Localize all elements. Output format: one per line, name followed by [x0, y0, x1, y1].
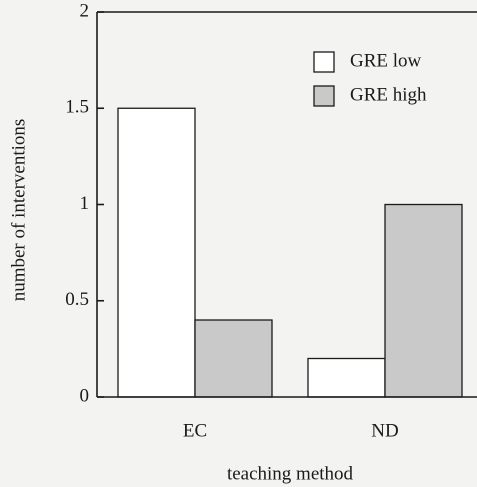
x-axis-label: teaching method [227, 463, 354, 484]
x-tick-label: EC [183, 420, 207, 441]
y-tick-label: 1 [80, 193, 90, 214]
y-tick-label: 0.5 [65, 289, 89, 310]
bar [194, 319, 273, 398]
bar [384, 203, 463, 398]
y-tick-label: 0 [80, 385, 90, 406]
y-tick-label: 2 [80, 0, 90, 21]
y-axis-label: number of interventions [8, 119, 29, 302]
legend-swatch [313, 85, 335, 107]
legend-swatch [313, 51, 335, 73]
bar [307, 357, 386, 398]
legend-label: GRE low [350, 50, 422, 71]
bar [117, 107, 196, 398]
x-tick-label: ND [371, 420, 398, 441]
legend-label: GRE high [350, 84, 427, 105]
y-tick-label: 1.5 [65, 97, 89, 118]
